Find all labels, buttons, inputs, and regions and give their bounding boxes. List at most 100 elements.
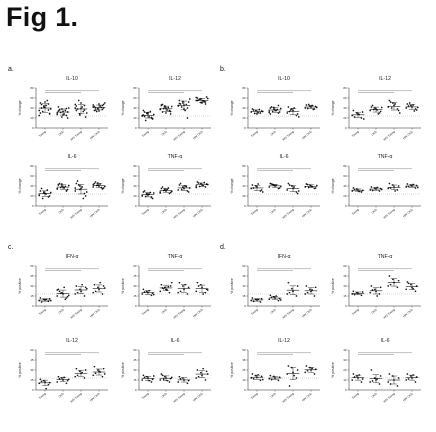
data-point <box>204 379 207 381</box>
x-tick-label: OLD <box>161 130 168 137</box>
chart-title: IL-12 <box>278 338 290 344</box>
x-tick-label: Young <box>351 129 360 138</box>
data-point <box>388 275 391 277</box>
data-point <box>198 98 201 101</box>
data-point <box>150 294 153 297</box>
data-point <box>98 110 100 112</box>
data-point <box>58 377 61 380</box>
y-tick-label: 60 <box>133 96 137 100</box>
data-point <box>98 103 100 105</box>
y-tick-label: 30 <box>343 358 347 362</box>
data-point <box>75 105 78 107</box>
chart-c-10: IL-12 % positive 0 15 30 45 60 Young OLD HIV Youn… <box>18 338 108 404</box>
data-point <box>40 187 43 190</box>
data-point <box>167 285 170 288</box>
data-point <box>415 109 418 111</box>
data-point <box>66 379 69 382</box>
x-tick-label: OLD <box>270 208 277 215</box>
data-point <box>286 373 289 375</box>
axes <box>348 88 421 129</box>
y-axis-label: % positive <box>331 362 335 378</box>
data-point <box>379 110 382 113</box>
x-tick-label: HIV OLD <box>301 392 312 403</box>
y-tick-label: 60 <box>30 174 34 178</box>
data-point <box>159 379 162 381</box>
data-point <box>145 112 148 115</box>
data-point <box>181 102 184 104</box>
data-point <box>278 111 281 113</box>
data-point <box>286 112 289 114</box>
data-point <box>58 290 61 293</box>
chart-title: TNF-α <box>378 254 393 260</box>
data-point <box>304 186 307 188</box>
x-tick-label: HIV OLD <box>192 208 203 219</box>
y-tick-label: 40 <box>242 184 246 188</box>
data-point <box>63 286 66 289</box>
data-point <box>352 109 355 112</box>
chart-b-6: IL-6 % change 0 20 40 60 80 Young OLD HIV Young HI… <box>230 154 320 220</box>
data-point <box>311 367 314 370</box>
y-tick-label: 40 <box>343 348 347 352</box>
data-point <box>389 383 392 385</box>
x-tick-label: OLD <box>58 308 65 315</box>
chart-title: IL-6 <box>171 338 180 344</box>
y-tick-label: 30 <box>133 284 137 288</box>
y-tick-label: 15 <box>133 378 137 382</box>
data-point <box>76 180 79 182</box>
axes <box>348 350 421 391</box>
y-tick-label: 50 <box>242 348 246 352</box>
data-point <box>83 377 86 379</box>
data-point <box>40 103 43 106</box>
x-tick-label: HIV Young <box>173 307 186 319</box>
data-point <box>167 106 170 109</box>
data-point <box>85 287 88 290</box>
data-point <box>259 112 262 114</box>
data-point <box>64 298 67 301</box>
chart-b-5: IL-12 % change 0 20 40 60 80 Young OLD HIV Young H… <box>331 76 421 142</box>
data-point <box>275 295 278 297</box>
data-point <box>160 104 163 106</box>
data-point <box>161 186 164 188</box>
x-tick-label: HIV OLD <box>301 208 312 219</box>
data-point <box>92 186 95 188</box>
y-tick-label: 0 <box>135 204 137 208</box>
data-point <box>202 293 205 295</box>
x-tick-label: HIV Young <box>282 307 295 319</box>
x-tick-label: HIV Young <box>383 207 396 219</box>
data-point <box>414 381 417 383</box>
x-tick-label: HIV Young <box>282 207 295 219</box>
data-point <box>40 301 43 303</box>
data-point <box>278 376 281 379</box>
y-tick-label: 60 <box>133 348 137 352</box>
y-tick-label: 30 <box>242 284 246 288</box>
data-point <box>94 181 97 183</box>
data-point <box>142 288 145 291</box>
chart-c-11: IL-6 % positive 0 15 30 45 60 Young OLD HIV Young… <box>121 338 211 404</box>
data-point <box>409 104 412 107</box>
x-tick-label: OLD <box>371 208 378 215</box>
data-point <box>295 114 298 117</box>
data-point <box>313 295 316 297</box>
data-point <box>177 291 180 294</box>
data-point <box>186 107 189 109</box>
x-tick-label: Young <box>351 391 360 400</box>
data-point <box>100 186 103 189</box>
y-tick-label: 60 <box>30 264 34 268</box>
x-tick-label: HIV OLD <box>301 130 312 141</box>
y-axis-label: % positive <box>230 278 234 294</box>
y-tick-label: 25 <box>242 368 246 372</box>
data-point <box>94 109 97 111</box>
data-point <box>170 105 173 108</box>
x-tick-label: HIV OLD <box>192 130 203 141</box>
x-tick-label: HIV Young <box>383 391 396 403</box>
data-point <box>102 187 105 189</box>
data-point <box>414 290 417 293</box>
data-point <box>295 377 298 379</box>
y-tick-label: 0 <box>32 126 34 130</box>
data-point <box>181 285 184 287</box>
data-point <box>251 373 254 375</box>
data-point <box>296 192 299 195</box>
data-point <box>169 191 172 194</box>
data-point <box>397 377 400 379</box>
y-tick-label: 10 <box>343 378 347 382</box>
